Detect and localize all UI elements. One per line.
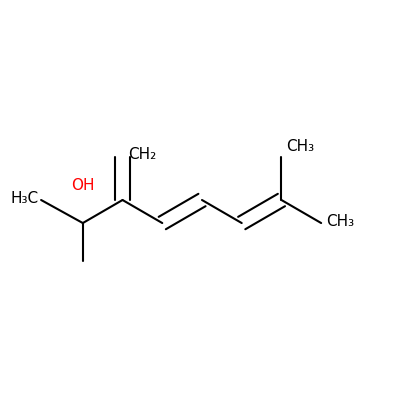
Text: CH₂: CH₂ [128,147,157,162]
Text: OH: OH [71,178,94,193]
Text: CH₃: CH₃ [286,139,315,154]
Text: CH₃: CH₃ [326,214,354,229]
Text: H₃C: H₃C [10,191,38,206]
